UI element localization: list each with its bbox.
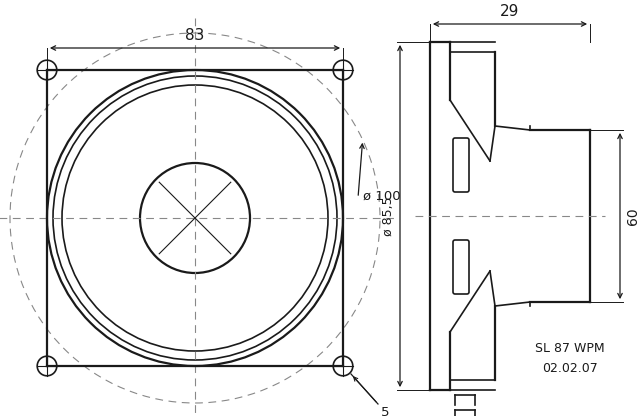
- Text: ø 85,5: ø 85,5: [382, 196, 395, 236]
- Text: 29: 29: [500, 4, 520, 19]
- Text: SL 87 WPM: SL 87 WPM: [535, 342, 605, 354]
- Text: 5: 5: [381, 406, 390, 416]
- Text: 60: 60: [626, 207, 640, 225]
- Text: 83: 83: [185, 28, 205, 43]
- Text: ø 100: ø 100: [363, 190, 401, 203]
- Text: 02.02.07: 02.02.07: [542, 362, 598, 374]
